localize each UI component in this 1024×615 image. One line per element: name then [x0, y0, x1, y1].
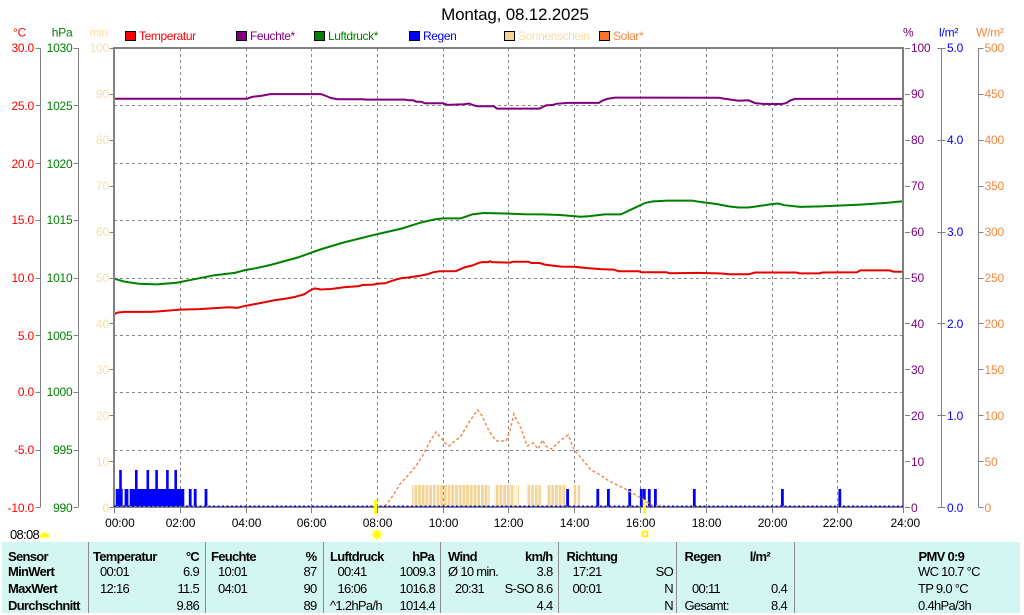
svg-text:20.0: 20.0: [11, 157, 34, 171]
svg-text:08:00: 08:00: [363, 516, 393, 530]
svg-text:90: 90: [96, 87, 109, 101]
svg-text:0.0: 0.0: [947, 501, 964, 515]
svg-text:22:00: 22:00: [823, 516, 853, 530]
svg-text:10: 10: [96, 455, 109, 469]
svg-text:300: 300: [985, 225, 1005, 239]
svg-text:100: 100: [911, 41, 931, 55]
svg-text:80: 80: [96, 133, 109, 147]
svg-text:10:00: 10:00: [429, 516, 459, 530]
svg-text:60: 60: [96, 225, 109, 239]
svg-text:200: 200: [985, 317, 1005, 331]
svg-text:500: 500: [985, 41, 1005, 55]
svg-text:20: 20: [911, 409, 924, 423]
svg-text:10: 10: [911, 455, 924, 469]
svg-text:18:00: 18:00: [692, 516, 722, 530]
svg-text:350: 350: [985, 179, 1005, 193]
svg-text:%: %: [903, 26, 914, 40]
svg-text:min: min: [89, 26, 108, 40]
svg-text:1010: 1010: [47, 271, 73, 285]
svg-text:0.0: 0.0: [18, 385, 35, 399]
svg-text:0: 0: [103, 501, 110, 515]
svg-text:90: 90: [911, 87, 924, 101]
svg-text:100: 100: [985, 409, 1005, 423]
svg-text:04:00: 04:00: [232, 516, 262, 530]
svg-text:60: 60: [911, 225, 924, 239]
svg-text:4.0: 4.0: [947, 133, 964, 147]
svg-text:°C: °C: [13, 26, 27, 40]
svg-text:0: 0: [985, 501, 992, 515]
svg-text:30.0: 30.0: [11, 41, 34, 55]
svg-text:150: 150: [985, 363, 1005, 377]
svg-text:40: 40: [911, 317, 924, 331]
svg-text:l/m²: l/m²: [939, 26, 958, 40]
svg-text:70: 70: [96, 179, 109, 193]
svg-text:40: 40: [96, 317, 109, 331]
svg-text:3.0: 3.0: [947, 225, 964, 239]
svg-text:25.0: 25.0: [11, 99, 34, 113]
svg-text:30: 30: [96, 363, 109, 377]
svg-text:100: 100: [90, 41, 110, 55]
svg-text:16:00: 16:00: [626, 516, 656, 530]
svg-text:-5.0: -5.0: [14, 443, 34, 457]
svg-text:50: 50: [985, 455, 998, 469]
svg-text:1025: 1025: [47, 99, 73, 113]
svg-text:50: 50: [911, 271, 924, 285]
svg-text:1020: 1020: [47, 157, 73, 171]
svg-text:20: 20: [96, 409, 109, 423]
svg-text:24:00: 24:00: [891, 516, 921, 530]
svg-text:2.0: 2.0: [947, 317, 964, 331]
svg-text:20:00: 20:00: [758, 516, 788, 530]
svg-text:W/m²: W/m²: [976, 26, 1004, 40]
svg-text:hPa: hPa: [52, 26, 73, 40]
svg-text:1005: 1005: [47, 329, 73, 343]
svg-text:1000: 1000: [47, 385, 73, 399]
svg-text:70: 70: [911, 179, 924, 193]
svg-text:14:00: 14:00: [560, 516, 590, 530]
svg-text:12:00: 12:00: [494, 516, 524, 530]
svg-text:-10.0: -10.0: [8, 501, 35, 515]
svg-text:1.0: 1.0: [947, 409, 964, 423]
svg-text:10.0: 10.0: [11, 271, 34, 285]
svg-text:990: 990: [53, 501, 73, 515]
svg-text:5.0: 5.0: [18, 329, 35, 343]
svg-text:80: 80: [911, 133, 924, 147]
svg-text:30: 30: [911, 363, 924, 377]
svg-text:400: 400: [985, 133, 1005, 147]
svg-text:995: 995: [53, 443, 73, 457]
svg-text:06:00: 06:00: [297, 516, 327, 530]
svg-text:00:00: 00:00: [105, 516, 135, 530]
svg-text:50: 50: [96, 271, 109, 285]
svg-text:1015: 1015: [47, 213, 73, 227]
svg-text:250: 250: [985, 271, 1005, 285]
svg-text:5.0: 5.0: [947, 41, 964, 55]
svg-text:02:00: 02:00: [166, 516, 196, 530]
svg-text:450: 450: [985, 87, 1005, 101]
svg-text:15.0: 15.0: [11, 213, 34, 227]
svg-text:0: 0: [911, 501, 918, 515]
svg-text:1030: 1030: [47, 41, 73, 55]
